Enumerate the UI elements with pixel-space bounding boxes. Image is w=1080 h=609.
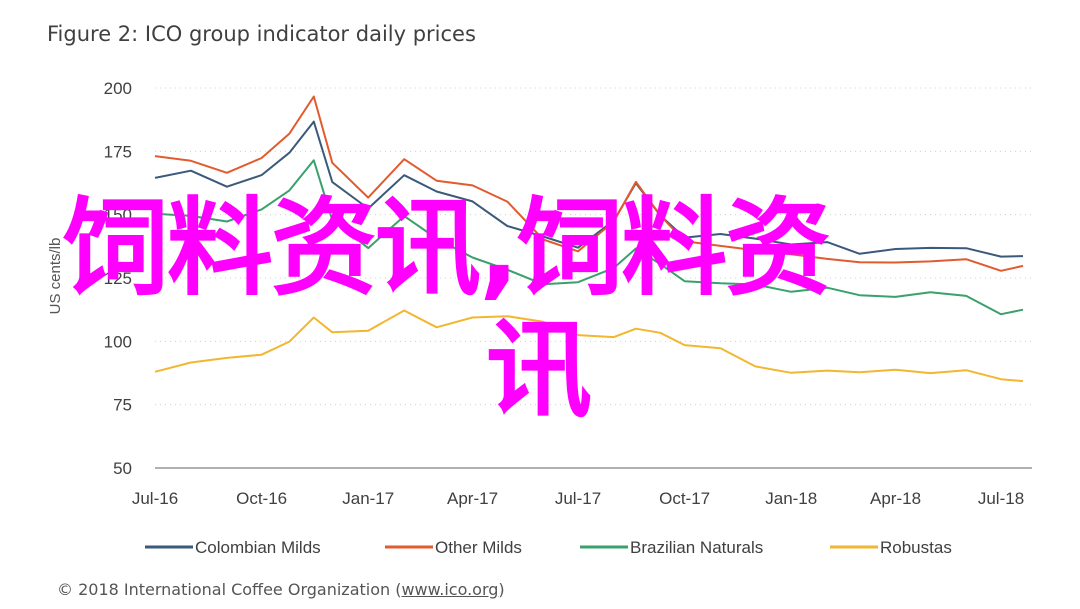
x-tick-label: Apr-17	[447, 489, 498, 508]
legend-label: Other Milds	[435, 538, 522, 557]
x-tick-label: Oct-17	[659, 489, 710, 508]
y-tick-label: 175	[104, 142, 132, 161]
x-tick-label: Jul-18	[978, 489, 1024, 508]
x-tick-label: Jan-18	[765, 489, 817, 508]
x-tick-label: Apr-18	[870, 489, 921, 508]
y-tick-label: 75	[113, 396, 132, 415]
watermark-text: 饲料资讯,饲料资	[63, 187, 831, 310]
copyright-footer: © 2018 International Coffee Organization…	[57, 580, 505, 599]
legend-label: Brazilian Naturals	[630, 538, 763, 557]
y-axis: 200 175 150 125 100 75 50	[104, 79, 1032, 478]
x-tick-label: Jan-17	[342, 489, 394, 508]
x-tick-label: Jul-17	[555, 489, 601, 508]
series-line-brazilian-naturals	[154, 159, 1024, 316]
x-tick-label: Oct-16	[236, 489, 287, 508]
grid-lines	[155, 87, 1032, 406]
legend-label: Robustas	[880, 538, 952, 557]
watermark-text-continued: 讯	[486, 309, 592, 432]
series-lines	[154, 95, 1024, 383]
y-tick-label: 50	[113, 459, 132, 478]
series-line-other-milds	[154, 95, 1024, 272]
x-axis: Jul-16 Oct-16 Jan-17 Apr-17 Jul-17 Oct-17 Jan-…	[132, 489, 1024, 508]
chart-title: Figure 2: ICO group indicator daily pric…	[47, 22, 476, 46]
y-tick-label: 125	[104, 269, 132, 288]
footer-link[interactable]: www.ico.org	[401, 580, 499, 599]
legend: Colombian Milds Other Milds Brazilian Natu…	[145, 538, 952, 557]
series-line-colombian-milds	[154, 120, 1024, 258]
y-tick-label: 200	[104, 79, 132, 98]
y-tick-label: 100	[104, 332, 132, 351]
footer-prefix: © 2018 International Coffee Organization…	[57, 580, 402, 599]
series-line-robustas	[154, 309, 1024, 383]
y-axis-label: US cents/lb	[47, 238, 64, 315]
x-tick-label: Jul-16	[132, 489, 178, 508]
footer-suffix: )	[498, 580, 505, 599]
legend-label: Colombian Milds	[195, 538, 321, 557]
y-tick-label: 150	[104, 206, 132, 225]
